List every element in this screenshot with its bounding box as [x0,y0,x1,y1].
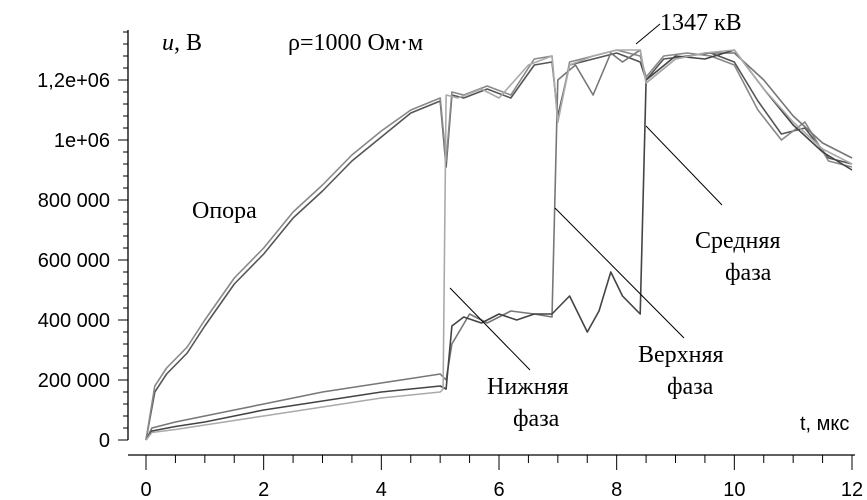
y-axis: 0 200 000 400 000 600 000 800 000 1e+06 1,2e+0… [37,30,129,452]
middle-phase-label-1: Средняя [695,228,780,254]
leader-middle-phase [645,125,723,206]
y-tick-label: 600 000 [38,250,110,272]
x-tick-label: 2 [258,479,269,500]
y-tick-label: 0 [99,430,110,452]
series-line-2 [145,49,853,441]
peak-annotation: 1347 кВ [660,10,742,36]
middle-phase-label-2: фаза [725,260,772,286]
y-axis-label: u, В [162,30,202,56]
x-tick-label: 0 [140,479,151,500]
chart-title: ρ=1000 Ом·м [288,30,423,56]
y-tick-label: 800 000 [38,190,110,212]
leader-lower-phase [449,287,531,371]
series-line-1 [145,52,853,441]
upper-phase-label-1: Верхняя [638,342,724,368]
y-tick-label: 1,2e+06 [37,70,110,92]
upper-phase-label-2: фаза [667,374,714,400]
x-tick-label: 12 [841,479,863,500]
lower-phase-label-1: Нижняя [487,374,569,400]
leader-upper-phase [554,207,685,339]
series-layer [145,49,853,441]
y-tick-label: 200 000 [38,370,110,392]
y-tick-label: 1e+06 [54,130,110,152]
y-tick-label: 400 000 [38,310,110,332]
x-tick-label: 10 [723,479,745,500]
pole-label: Опора [192,198,257,224]
series-line-5 [145,49,853,441]
x-tick-label: 4 [376,479,387,500]
x-tick-label: 6 [493,479,504,500]
leader-lines [449,23,723,371]
leader-peak [635,23,661,45]
lower-phase-label-2: фаза [513,406,560,432]
x-tick-label: 8 [611,479,622,500]
x-axis-label: t, мкс [800,413,849,435]
x-axis: 0 2 4 6 8 10 12 [128,454,863,500]
